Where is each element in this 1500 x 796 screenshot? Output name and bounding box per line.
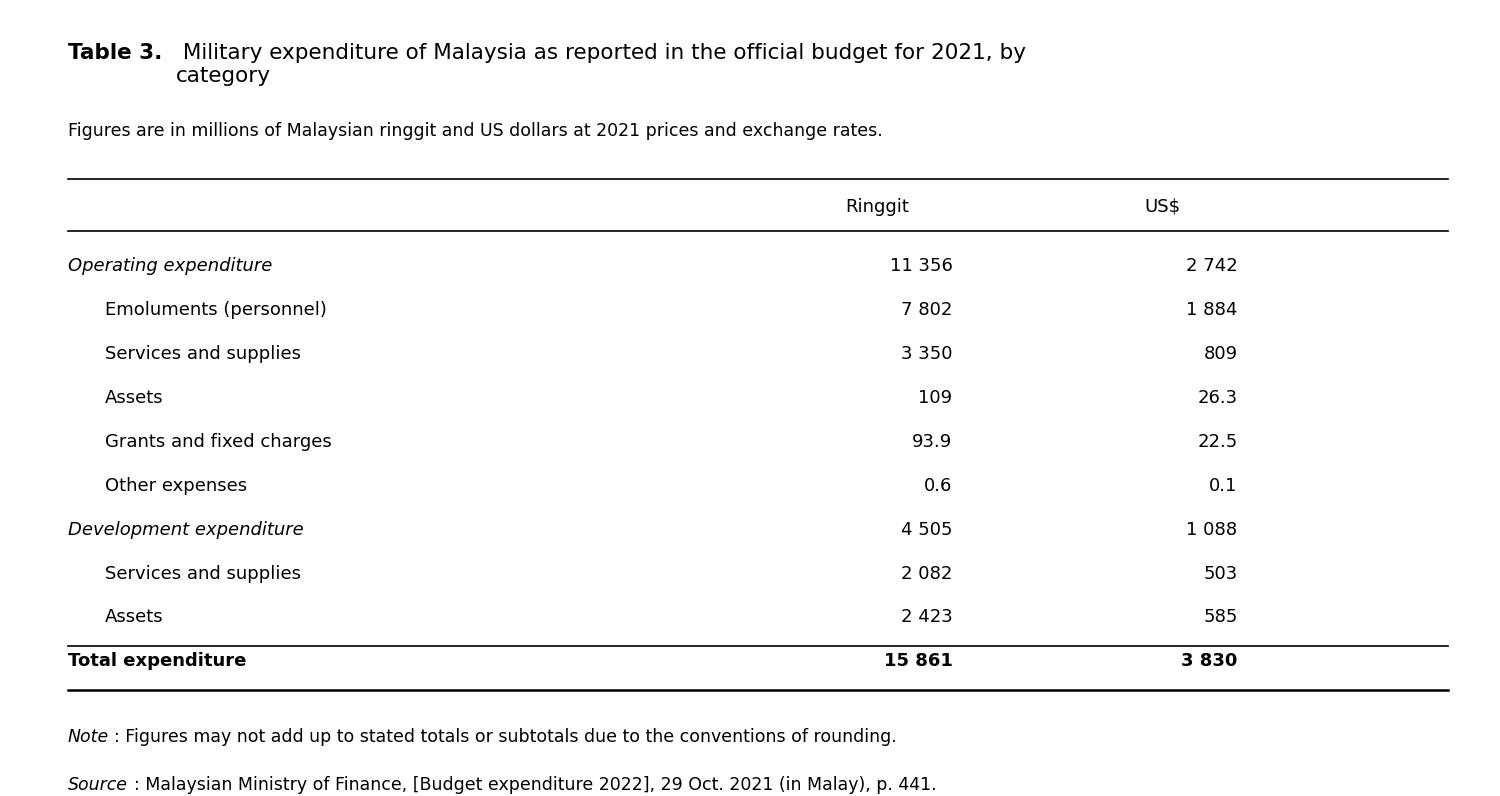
Text: 0.6: 0.6 bbox=[924, 477, 952, 495]
Text: 93.9: 93.9 bbox=[912, 433, 952, 451]
Text: 15 861: 15 861 bbox=[884, 653, 952, 670]
Text: Grants and fixed charges: Grants and fixed charges bbox=[105, 433, 332, 451]
Text: Development expenditure: Development expenditure bbox=[68, 521, 303, 539]
Text: 1 088: 1 088 bbox=[1186, 521, 1237, 539]
Text: 11 356: 11 356 bbox=[890, 257, 952, 275]
Text: 2 082: 2 082 bbox=[902, 564, 952, 583]
Text: 109: 109 bbox=[918, 389, 952, 407]
Text: 585: 585 bbox=[1203, 608, 1237, 626]
Text: 4 505: 4 505 bbox=[902, 521, 952, 539]
Text: : Malaysian Ministry of Finance, [Budget expenditure 2022], 29 Oct. 2021 (in Mal: : Malaysian Ministry of Finance, [Budget… bbox=[134, 776, 936, 794]
Text: 809: 809 bbox=[1203, 345, 1237, 363]
Text: Emoluments (personnel): Emoluments (personnel) bbox=[105, 301, 327, 319]
Text: Services and supplies: Services and supplies bbox=[105, 345, 302, 363]
Text: 7 802: 7 802 bbox=[902, 301, 952, 319]
Text: Military expenditure of Malaysia as reported in the official budget for 2021, by: Military expenditure of Malaysia as repo… bbox=[176, 43, 1026, 86]
Text: 503: 503 bbox=[1203, 564, 1237, 583]
Text: Ringgit: Ringgit bbox=[846, 197, 909, 216]
Text: 0.1: 0.1 bbox=[1209, 477, 1237, 495]
Text: : Figures may not add up to stated totals or subtotals due to the conventions of: : Figures may not add up to stated total… bbox=[114, 728, 897, 746]
Text: US$: US$ bbox=[1144, 197, 1180, 216]
Text: Other expenses: Other expenses bbox=[105, 477, 248, 495]
Text: Source: Source bbox=[68, 776, 128, 794]
Text: Operating expenditure: Operating expenditure bbox=[68, 257, 272, 275]
Text: Figures are in millions of Malaysian ringgit and US dollars at 2021 prices and e: Figures are in millions of Malaysian rin… bbox=[68, 122, 882, 139]
Text: Total expenditure: Total expenditure bbox=[68, 653, 246, 670]
Text: Services and supplies: Services and supplies bbox=[105, 564, 302, 583]
Text: 2 423: 2 423 bbox=[900, 608, 952, 626]
Text: Note: Note bbox=[68, 728, 108, 746]
Text: 1 884: 1 884 bbox=[1186, 301, 1237, 319]
Text: 3 350: 3 350 bbox=[902, 345, 952, 363]
Text: 3 830: 3 830 bbox=[1180, 653, 1238, 670]
Text: 2 742: 2 742 bbox=[1185, 257, 1237, 275]
Text: Assets: Assets bbox=[105, 389, 164, 407]
Text: 26.3: 26.3 bbox=[1197, 389, 1237, 407]
Text: Table 3.: Table 3. bbox=[68, 43, 162, 63]
Text: Assets: Assets bbox=[105, 608, 164, 626]
Text: 22.5: 22.5 bbox=[1197, 433, 1237, 451]
